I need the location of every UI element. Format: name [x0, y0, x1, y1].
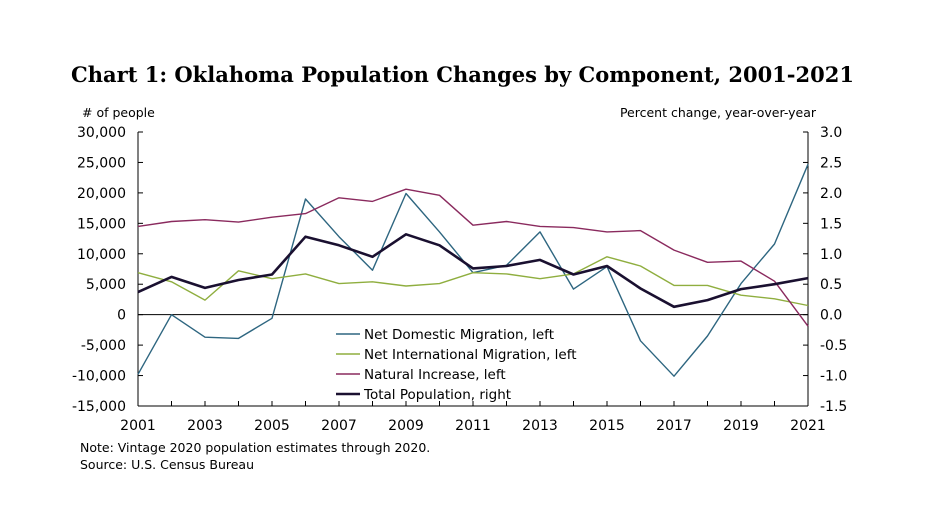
y-tick-label-left: -15,000 [72, 399, 126, 415]
y-tick-label-right: 0.0 [820, 308, 842, 324]
y-tick-label-left: 10,000 [77, 247, 126, 263]
x-tick-label: 2011 [455, 418, 491, 434]
y-tick-label-left: 25,000 [77, 155, 126, 171]
y-tick-label-right: -1.0 [820, 369, 847, 385]
y-tick-label-right: 3.0 [820, 125, 842, 141]
legend-label: Total Population, right [363, 387, 511, 403]
y-tick-label-left: 5,000 [86, 277, 126, 293]
chart-note: Note: Vintage 2020 population estimates … [80, 440, 430, 455]
y-tick-label-right: 2.5 [820, 155, 842, 171]
chart-source: Source: U.S. Census Bureau [80, 457, 254, 472]
y-tick-label-left: 15,000 [77, 216, 126, 232]
x-tick-label: 2001 [120, 418, 156, 434]
y-tick-label-right: 1.0 [820, 247, 842, 263]
y-axis-right: 3.0 2.5 2.0 1.5 1.0 0.5 0.0 -0.5 -1.0 -1.5 [803, 125, 847, 415]
y-tick-label-right: -1.5 [820, 399, 847, 415]
y-axis-label-left: # of people [82, 105, 155, 120]
y-tick-label-left: -5,000 [81, 338, 126, 354]
legend: Net Domestic Migration, left Net Internat… [336, 327, 577, 403]
y-tick-label-left: -10,000 [72, 369, 126, 385]
x-tick-label: 2015 [589, 418, 625, 434]
series-layer [138, 164, 808, 376]
y-axis-left: 30,000 25,000 20,000 15,000 10,000 5,000 0 -5,0… [72, 125, 143, 415]
legend-label: Natural Increase, left [364, 367, 506, 383]
x-tick-label: 2021 [790, 418, 826, 434]
y-tick-label-right: 0.5 [820, 277, 842, 293]
legend-label: Net Domestic Migration, left [364, 327, 554, 343]
x-tick-label: 2009 [388, 418, 424, 434]
x-tick-label: 2013 [522, 418, 558, 434]
y-tick-label-right: 1.5 [820, 216, 842, 232]
y-tick-label-left: 20,000 [77, 186, 126, 202]
legend-label: Net International Migration, left [364, 347, 577, 363]
series-line-natural-increase-left [138, 189, 808, 326]
y-tick-label-right: 2.0 [820, 186, 842, 202]
y-tick-label-right: -0.5 [820, 338, 847, 354]
y-tick-label-left: 0 [117, 308, 126, 324]
x-tick-label: 2007 [321, 418, 357, 434]
y-tick-label-left: 30,000 [77, 125, 126, 141]
x-tick-label: 2003 [187, 418, 223, 434]
x-tick-label: 2005 [254, 418, 290, 434]
y-axis-label-right: Percent change, year-over-year [620, 105, 817, 120]
x-tick-label: 2019 [723, 418, 759, 434]
x-tick-label: 2017 [656, 418, 692, 434]
